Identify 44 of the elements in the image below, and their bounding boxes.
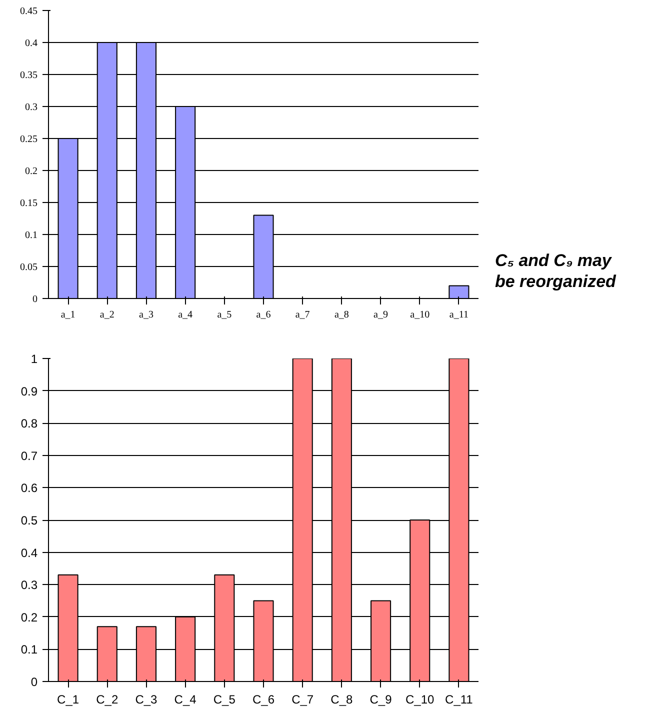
x-tick-label: C_10 (406, 692, 435, 706)
x-tick-label: C_11 (445, 692, 474, 706)
y-tick-label: 0.4 (25, 38, 38, 49)
x-tick-label: a_11 (449, 310, 468, 320)
y-tick-label: 0.2 (20, 610, 38, 624)
y-tick-label: 0.25 (20, 134, 38, 145)
text: C₅ and C₉ may be reorganized (495, 250, 618, 292)
y-tick-label: 0.15 (20, 198, 38, 209)
y-tick-label: 1 (30, 352, 38, 366)
y-tick-label: 0.5 (20, 514, 38, 528)
x-tick-label: a_5 (217, 310, 232, 320)
y-tick-label: 0.8 (20, 416, 38, 431)
y-tick-label: 0.4 (20, 546, 38, 560)
x-tick-label: C_2 (96, 692, 118, 706)
x-tick-label: a_9 (374, 310, 388, 320)
x-tick-label: a_1 (60, 310, 76, 320)
x-tick-label: a_2 (100, 310, 114, 320)
y-tick-label: 0 (32, 294, 38, 305)
x-tick-label: C_9 (370, 692, 392, 706)
y-tick-label: 0 (30, 675, 38, 689)
x-tick-label: C_8 (330, 692, 354, 706)
y-tick-label: 0.3 (25, 102, 38, 113)
y-tick-label: 0.1 (20, 642, 38, 657)
x-tick-label: a_3 (139, 310, 154, 320)
x-tick-label: C_7 (292, 692, 314, 706)
y-tick-label: 0.7 (20, 448, 38, 463)
y-tick-label: 0.3 (20, 578, 38, 592)
x-tick-label: C_4 (174, 692, 197, 706)
y-tick-label: 0.9 (20, 384, 38, 398)
x-tick-label: C_3 (135, 692, 158, 706)
y-tick-label: 0.6 (20, 481, 38, 496)
x-tick-label: C_5 (213, 692, 236, 706)
x-tick-label: a_10 (410, 310, 430, 320)
x-tick-label: C_6 (252, 692, 275, 706)
x-tick-label: a_6 (256, 310, 271, 320)
y-tick-label: 0.05 (20, 262, 38, 273)
x-tick-label: a_7 (295, 310, 310, 320)
y-tick-label: 0.45 (20, 6, 38, 17)
y-tick-label: 0.1 (25, 230, 38, 241)
y-tick-label: 0.35 (20, 70, 38, 81)
x-tick-label: a_8 (334, 310, 349, 320)
x-tick-label: a_4 (178, 310, 193, 320)
x-tick-label: C_1 (57, 692, 80, 706)
y-tick-label: 0.2 (25, 166, 38, 177)
